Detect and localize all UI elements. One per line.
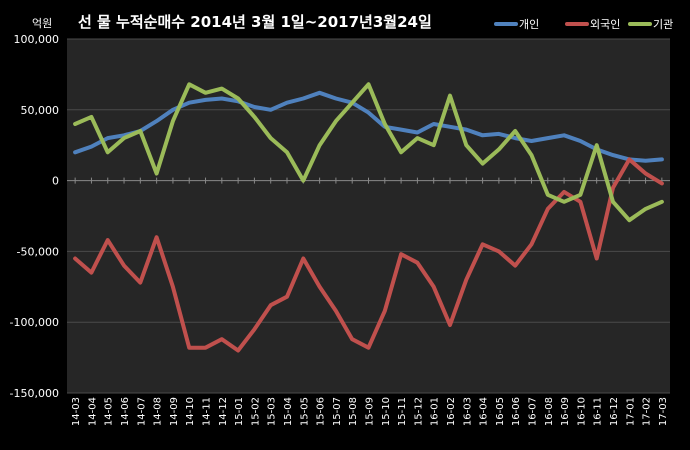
x-tick-label: 16-03 xyxy=(462,397,473,426)
y-axis: 100,000 50,000 0 -50,000 -100,000 -150,000 xyxy=(10,33,59,400)
plot-area xyxy=(67,39,670,393)
x-axis: 14-03 14-04 14-05 14-06 14-07 14-08 14-09 14-10… xyxy=(71,177,669,426)
x-tick-label: 15-06 xyxy=(316,397,327,426)
x-tick-label: 14-12 xyxy=(218,397,229,426)
x-tick-label: 17-03 xyxy=(658,397,669,426)
x-tick-label: 14-05 xyxy=(104,397,115,426)
legend-label: 외국인 xyxy=(590,18,620,31)
x-tick-label: 17-01 xyxy=(625,397,636,426)
x-tick-label: 14-10 xyxy=(185,397,196,426)
x-tick-label: 15-03 xyxy=(267,397,278,426)
series-line-외국인 xyxy=(73,157,664,353)
legend-label: 개인 xyxy=(519,18,539,31)
x-tick-label: 16-12 xyxy=(609,397,620,426)
x-tick-label: 16-10 xyxy=(576,397,587,426)
x-tick-label: 16-09 xyxy=(560,397,571,426)
x-tick-label: 14-06 xyxy=(120,397,131,426)
x-tick-label: 14-09 xyxy=(169,397,180,426)
x-tick-label: 16-06 xyxy=(511,397,522,426)
x-tick-label: 16-05 xyxy=(495,397,506,426)
y-tick-label: 100,000 xyxy=(14,33,60,46)
series-lines xyxy=(73,82,664,353)
y-tick-label: 50,000 xyxy=(21,104,60,117)
x-tick-label: 16-11 xyxy=(593,397,604,426)
series-line-개인 xyxy=(73,90,664,163)
x-tick-label: 15-02 xyxy=(250,397,261,426)
x-tick-label: 15-11 xyxy=(397,397,408,426)
x-tick-label: 14-11 xyxy=(202,397,213,426)
x-tick-label: 15-04 xyxy=(283,397,294,426)
legend: 개인 외국인 기관 xyxy=(494,18,673,31)
y-tick-label: -50,000 xyxy=(17,245,59,258)
x-tick-label: 16-07 xyxy=(527,397,538,426)
x-tick-label: 15-07 xyxy=(332,397,343,426)
x-tick-label: 14-07 xyxy=(136,397,147,426)
x-tick-label: 14-04 xyxy=(87,397,98,426)
x-tick-label: 15-05 xyxy=(299,397,310,426)
x-tick-label: 15-10 xyxy=(381,397,392,426)
x-tick-label: 16-01 xyxy=(430,397,441,426)
x-tick-label: 15-09 xyxy=(365,397,376,426)
y-tick-label: -100,000 xyxy=(10,316,59,329)
x-tick-label: 17-02 xyxy=(642,397,653,426)
x-tick-label: 16-08 xyxy=(544,397,555,426)
legend-label: 기관 xyxy=(653,18,673,31)
x-tick-label: 15-12 xyxy=(413,397,424,426)
x-tick-label: 16-04 xyxy=(479,397,490,426)
x-tick-label: 15-01 xyxy=(234,397,245,426)
chart-title: 선 물 누적순매수 2014년 3월 1일~2017년3월24일 xyxy=(78,13,432,31)
y-unit-label: 억원 xyxy=(32,17,52,30)
x-tick-label: 14-08 xyxy=(153,397,164,426)
series-line-기관 xyxy=(73,82,664,223)
x-tick-label: 14-03 xyxy=(71,397,82,426)
x-tick-label: 16-02 xyxy=(446,397,457,426)
x-tick-label: 15-08 xyxy=(348,397,359,426)
y-tick-label: -150,000 xyxy=(10,387,59,400)
y-tick-label: 0 xyxy=(52,175,59,188)
